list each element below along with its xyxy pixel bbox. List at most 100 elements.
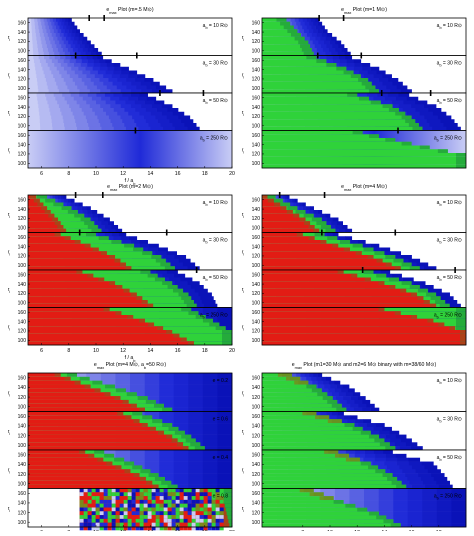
cell (314, 44, 321, 49)
y-tick-label: 120 (18, 433, 27, 439)
cell (318, 51, 326, 56)
cell-dark-green (167, 484, 178, 489)
cell (380, 270, 391, 275)
cell (313, 210, 318, 215)
scatter-cell (207, 515, 212, 519)
cell (358, 70, 368, 75)
cell-green (262, 376, 301, 381)
cell (393, 488, 409, 493)
y-tick-label: 160 (18, 414, 27, 420)
cell (64, 21, 68, 26)
scatter-cell (211, 488, 216, 493)
cell-brown (267, 198, 274, 203)
cell-red (262, 202, 281, 207)
cell-dark-green (215, 326, 226, 331)
cell-dark-green (67, 210, 78, 215)
cell (331, 36, 337, 41)
cell (168, 277, 181, 282)
cell-dark-green (222, 492, 232, 497)
cell (57, 100, 68, 105)
y-tick-label: 100 (252, 404, 261, 410)
cell (46, 44, 52, 49)
cell (436, 492, 452, 497)
scatter-cell (203, 492, 208, 497)
cell (294, 198, 298, 203)
y-tick-label: 100 (18, 161, 27, 167)
cell (178, 258, 191, 263)
cell (167, 108, 179, 113)
scatter-cell (179, 488, 184, 493)
cell (395, 96, 408, 101)
cell (415, 100, 428, 105)
y-axis-label: ri (8, 147, 11, 154)
cell-dark-green (358, 78, 369, 83)
cell-dark-green (222, 496, 232, 501)
y-tick-label: 160 (18, 376, 27, 382)
cell (341, 48, 348, 53)
cell (28, 63, 35, 68)
scatter-cell (139, 522, 144, 527)
cell (394, 442, 407, 447)
cell (181, 119, 194, 124)
cell (81, 213, 88, 218)
cell (451, 496, 467, 501)
scatter-cell (175, 503, 180, 508)
x-tick-label: 16 (175, 348, 181, 354)
y-tick-label: 100 (252, 49, 261, 55)
scatter-cell (179, 526, 184, 531)
cell (188, 434, 204, 439)
cell (146, 96, 157, 101)
cell-green (262, 63, 337, 68)
cell-dark-green (376, 273, 387, 278)
y-tick-label: 120 (18, 152, 27, 158)
cell (217, 446, 233, 451)
cell (289, 198, 293, 203)
cell (112, 123, 125, 128)
y-tick-label: 100 (18, 301, 27, 307)
cell (130, 104, 142, 109)
cell (28, 81, 38, 86)
cell (426, 119, 441, 124)
cell-brown (337, 270, 344, 275)
cell (185, 292, 199, 297)
cell-dark-green (456, 326, 466, 331)
cell-green (262, 66, 347, 71)
cell (52, 48, 59, 53)
scatter-cell (167, 499, 172, 504)
y-tick-label: 140 (18, 30, 27, 36)
cell-green (28, 221, 95, 226)
scatter-cell (119, 518, 124, 523)
cell (57, 48, 64, 53)
cell (345, 392, 354, 397)
scatter-cell (123, 488, 128, 493)
scatter-cell (111, 526, 116, 531)
cell (334, 496, 350, 501)
cell (374, 465, 388, 470)
y-axis-label: ri (242, 110, 245, 117)
cell (321, 388, 329, 393)
scatter-cell (159, 507, 164, 512)
cell (44, 74, 54, 79)
cell (71, 33, 76, 38)
cell-brown (355, 251, 362, 256)
cell (332, 55, 340, 60)
cell (28, 108, 40, 113)
scatter-cell (143, 518, 148, 523)
cell-green (262, 373, 292, 378)
y-axis-label: ri (242, 429, 245, 436)
cell (28, 66, 36, 71)
cell (64, 126, 78, 131)
cell (117, 78, 127, 83)
cell-dark-green (79, 376, 90, 381)
scatter-cell (139, 503, 144, 508)
scatter-cell (139, 499, 144, 504)
y-tick-label: 100 (252, 86, 261, 92)
cell-green (262, 465, 379, 470)
cell-red (28, 262, 126, 267)
cell (46, 81, 57, 86)
cell (39, 111, 51, 116)
y-tick-label: 120 (252, 77, 261, 83)
cell-dark-green (383, 519, 394, 524)
